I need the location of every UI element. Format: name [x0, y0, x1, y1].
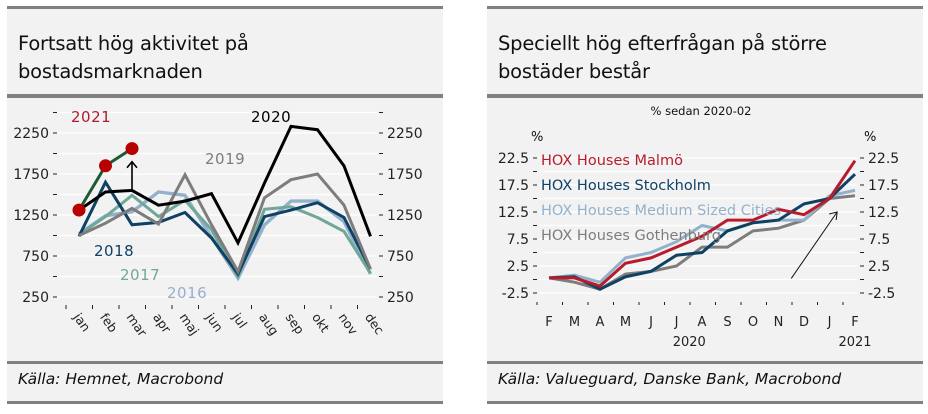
x-tick-label-9: N: [774, 315, 784, 330]
y-tick-label-left: 750: [22, 249, 49, 265]
x-tick-label-jun: jun: [202, 309, 226, 334]
annotation-arrow-head: [829, 211, 838, 221]
y-tick-label-left: 12.5: [498, 205, 529, 221]
series-line-2018: [77, 179, 372, 277]
y-tick-label-left: 1750: [13, 167, 49, 183]
x-tick-label-maj: maj: [177, 310, 203, 338]
bottom-divider: [487, 401, 923, 404]
y-tick-label-left: 2250: [13, 126, 49, 142]
y-tick-label-right: 2.5: [868, 259, 890, 275]
x-tick-label-10: D: [799, 315, 809, 330]
series-line-2020: [78, 124, 372, 247]
x-tick-label-5: J: [674, 315, 679, 330]
x-tick-label-6: A: [698, 315, 707, 330]
listings-line-chart: 250 250 750 750 1250 1250 1750 1750 2250 2250 jan f…: [13, 108, 423, 340]
y-tick-label-left: 17.5: [498, 178, 529, 194]
y-tick-label-right: 1250: [387, 208, 423, 224]
x-tick-label-jan: jan: [70, 309, 94, 334]
title-divider: [7, 94, 443, 98]
y-tick-label-right: 17.5: [868, 178, 899, 194]
left-chart-panel: Fortsatt hög aktivitet på bostadsmarknad…: [7, 6, 443, 404]
legend-item-hox-houses-malm: HOX Houses Malmö: [541, 153, 683, 169]
series-label-2019: 2019: [205, 150, 245, 168]
series-line-2017: [78, 193, 372, 280]
chart-title-line-2: bostäder består: [498, 60, 650, 83]
series-label-2020: 2020: [251, 108, 291, 126]
y-tick-label-right: 2250: [387, 126, 423, 142]
x-tick-label-3: M: [620, 315, 631, 330]
y-tick-label-right: 22.5: [868, 151, 899, 167]
series-label-2021: 2021: [71, 108, 111, 126]
x-tick-label-okt: okt: [309, 310, 333, 335]
x-tick-label-nov: nov: [336, 310, 362, 338]
chart-subtitle: % sedan 2020-02: [651, 104, 752, 118]
y-tick-label-left: 22.5: [498, 151, 529, 167]
x-tick-label-4: J: [648, 315, 653, 330]
x-tick-label-mar: mar: [124, 310, 151, 340]
y-tick-label-right: 250: [387, 290, 414, 306]
series-line-hox-houses-medium-sized-cities: [548, 188, 856, 284]
series-label-2016: 2016: [167, 284, 207, 302]
x-tick-label-0: F: [545, 315, 552, 330]
chart-title: Speciellt hög efterfrågan på större bost…: [498, 30, 827, 86]
x-tick-label-aug: aug: [256, 310, 282, 338]
y-tick-label-left: -2.5: [502, 286, 529, 302]
x-tick-label-feb: feb: [97, 310, 121, 335]
series-marker-2021: [72, 203, 86, 217]
y-tick-label-left: 1250: [13, 208, 49, 224]
x-tick-label-jul: jul: [229, 309, 250, 331]
x-tick-label-8: O: [748, 315, 758, 330]
series-marker-2021: [99, 159, 112, 173]
title-divider: [487, 94, 923, 98]
x-tick-label-7: S: [723, 315, 731, 330]
x-tick-label-1: M: [569, 315, 580, 330]
y-axis-unit-right: %: [864, 130, 876, 145]
series-label-2018: 2018: [94, 242, 134, 260]
y-tick-label-left: 7.5: [507, 232, 529, 248]
right-chart-panel: Speciellt hög efterfrågan på större bost…: [487, 6, 923, 404]
legend-item-hox-houses-gothenburg: HOX Houses Gothenburg: [541, 228, 721, 244]
source-note: Källa: Hemnet, Macrobond: [18, 370, 224, 388]
chart-title: Fortsatt hög aktivitet på bostadsmarknad…: [18, 30, 249, 86]
annotation-arrow-head: [126, 160, 138, 169]
source-note: Källa: Valueguard, Danske Bank, Macrobon…: [498, 370, 842, 388]
chart-title-line-2: bostadsmarknaden: [18, 60, 203, 83]
series-line-2019: [78, 171, 372, 276]
series-marker-2021: [125, 142, 139, 156]
y-tick-label-right: 7.5: [868, 232, 890, 248]
x-year-label-2021: 2021: [838, 335, 871, 350]
legend-item-hox-houses-stockholm: HOX Houses Stockholm: [541, 178, 711, 194]
y-tick-label-left: 250: [22, 290, 49, 306]
bottom-divider: [7, 401, 443, 404]
source-divider: [487, 361, 923, 364]
y-tick-label-right: -2.5: [868, 286, 895, 302]
hox-price-line-chart: % sedan 2020-02% % -2.5 -2.5 2.5 2.5 7.5 7.5 12.…: [498, 104, 899, 350]
y-tick-label-right: 750: [387, 249, 414, 265]
x-year-label-2020: 2020: [673, 335, 706, 350]
top-divider: [7, 6, 443, 9]
series-line-hox-houses-stockholm: [548, 173, 857, 291]
chart-title-line-1: Fortsatt hög aktivitet på: [18, 32, 249, 55]
series-label-2017: 2017: [120, 266, 160, 284]
x-tick-label-11: J: [827, 315, 832, 330]
y-axis-unit-left: %: [531, 130, 543, 145]
x-tick-label-12: F: [851, 315, 858, 330]
x-tick-label-dec: dec: [362, 310, 387, 337]
y-tick-label-left: 2.5: [507, 259, 529, 275]
x-tick-label-sep: sep: [283, 310, 308, 337]
legend-item-hox-houses-medium-sized-cities: HOX Houses Medium Sized Cities: [541, 203, 781, 219]
top-divider: [487, 6, 923, 9]
y-tick-label-right: 12.5: [868, 205, 899, 221]
series-line-hox-houses-malm: [549, 159, 857, 288]
y-tick-label-right: 1750: [387, 167, 423, 183]
chart-title-line-1: Speciellt hög efterfrågan på större: [498, 32, 827, 55]
source-divider: [7, 361, 443, 364]
annotation-arrow-shaft: [790, 211, 838, 279]
x-tick-label-apr: apr: [150, 310, 175, 336]
x-tick-label-2: A: [596, 315, 605, 330]
